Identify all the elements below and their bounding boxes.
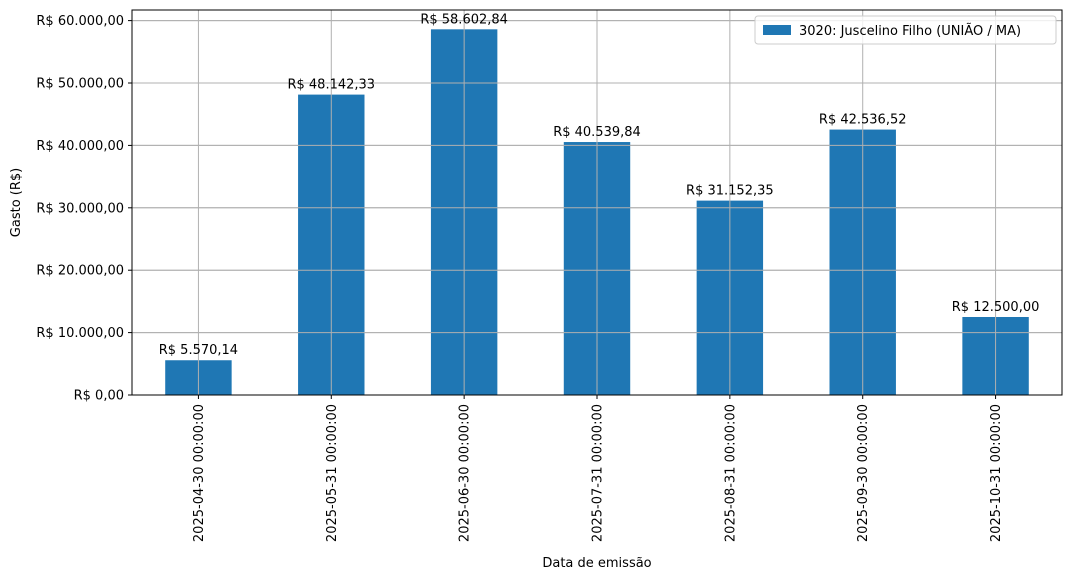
x-tick-label: 2025-08-31 00:00:00 bbox=[723, 404, 738, 542]
data-label: R$ 31.152,35 bbox=[686, 184, 774, 199]
y-tick-label: R$ 60.000,00 bbox=[36, 14, 124, 29]
x-tick-label: 2025-04-30 00:00:00 bbox=[192, 404, 207, 542]
x-tick-label: 2025-07-31 00:00:00 bbox=[591, 404, 606, 542]
legend-box bbox=[754, 15, 1057, 45]
legend-entry: 3020: Juscelino Filho (UNIÃO / MA) bbox=[799, 23, 1021, 39]
data-label: R$ 12.500,00 bbox=[952, 300, 1040, 315]
y-axis-label: Gasto (R$) bbox=[9, 168, 24, 237]
x-axis-ticks: 2025-04-30 00:00:00 2025-05-31 00:00:00 20… bbox=[192, 395, 1004, 542]
legend-swatch bbox=[763, 25, 791, 35]
x-tick-label: 2025-10-31 00:00:00 bbox=[989, 404, 1004, 542]
data-labels: R$ 5.570,14 R$ 48.142,33 R$ 58.602,84 R$ 40… bbox=[132, 10, 1062, 396]
x-tick-label: 2025-06-30 00:00:00 bbox=[458, 404, 473, 542]
y-tick-label: R$ 40.000,00 bbox=[36, 139, 124, 154]
data-label: R$ 42.536,52 bbox=[819, 113, 907, 128]
data-label: R$ 58.602,84 bbox=[420, 12, 508, 27]
data-label: R$ 5.570,14 bbox=[159, 343, 238, 358]
y-tick-label: R$ 0,00 bbox=[74, 389, 124, 404]
y-tick-label: R$ 50.000,00 bbox=[36, 77, 124, 92]
y-tick-label: R$ 10.000,00 bbox=[36, 326, 124, 341]
x-axis-label: Data de emissão bbox=[542, 556, 651, 571]
x-tick-label: 2025-09-30 00:00:00 bbox=[856, 404, 871, 542]
y-axis-ticks: R$ 0,00 R$ 10.000,00 R$ 20.000,00 R$ 30.000… bbox=[36, 14, 132, 404]
y-tick-label: R$ 20.000,00 bbox=[36, 264, 124, 279]
y-tick-label: R$ 30.000,00 bbox=[36, 201, 124, 216]
data-label: R$ 40.539,84 bbox=[553, 125, 641, 140]
data-label: R$ 48.142,33 bbox=[287, 78, 375, 93]
x-tick-label: 2025-05-31 00:00:00 bbox=[325, 404, 340, 542]
legend: 3020: Juscelino Filho (UNIÃO / MA) bbox=[754, 15, 1057, 45]
